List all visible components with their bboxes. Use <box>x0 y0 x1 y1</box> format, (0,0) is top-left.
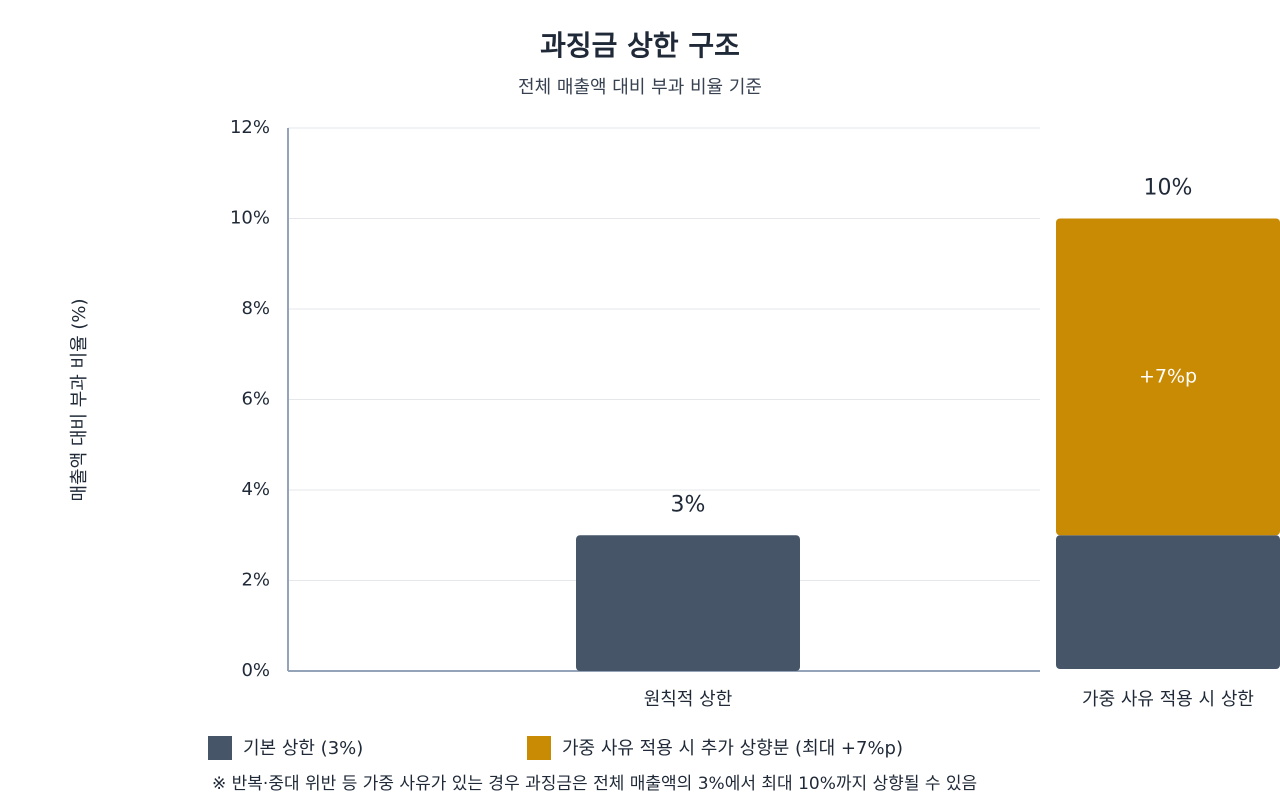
x-tick-label: 가중 사유 적용 시 상한 <box>1082 689 1254 710</box>
bar-segment <box>1056 535 1280 669</box>
y-axis-title: 매출액 대비 부과 비율 (%) <box>69 298 90 501</box>
bar-segment <box>576 535 800 671</box>
y-tick-label: 6% <box>241 389 270 410</box>
y-tick-label: 10% <box>230 208 270 229</box>
chart-title: 과징금 상한 구조 <box>540 29 740 62</box>
y-tick-label: 8% <box>241 298 270 319</box>
y-tick-label: 4% <box>241 479 270 500</box>
segment-label: +7%p <box>1139 365 1197 387</box>
y-tick-label: 0% <box>241 660 270 681</box>
chart-subtitle: 전체 매출액 대비 부과 비율 기준 <box>518 77 762 98</box>
bar-segment <box>1056 218 1280 536</box>
y-tick-label: 2% <box>241 570 270 591</box>
y-tick-label: 12% <box>230 117 270 138</box>
x-tick-label: 원칙적 상한 <box>644 689 733 710</box>
legend-swatch <box>527 736 551 760</box>
total-label: 10% <box>1144 176 1193 201</box>
legend-label: 가중 사유 적용 시 추가 상향분 (최대 +7%p) <box>562 738 903 759</box>
total-label: 3% <box>671 492 706 517</box>
legend-label: 기본 상한 (3%) <box>243 738 363 759</box>
footnote: ※ 반복·중대 위반 등 가중 사유가 있는 경우 과징금은 전체 매출액의 3… <box>212 774 977 794</box>
legend-swatch <box>208 736 232 760</box>
